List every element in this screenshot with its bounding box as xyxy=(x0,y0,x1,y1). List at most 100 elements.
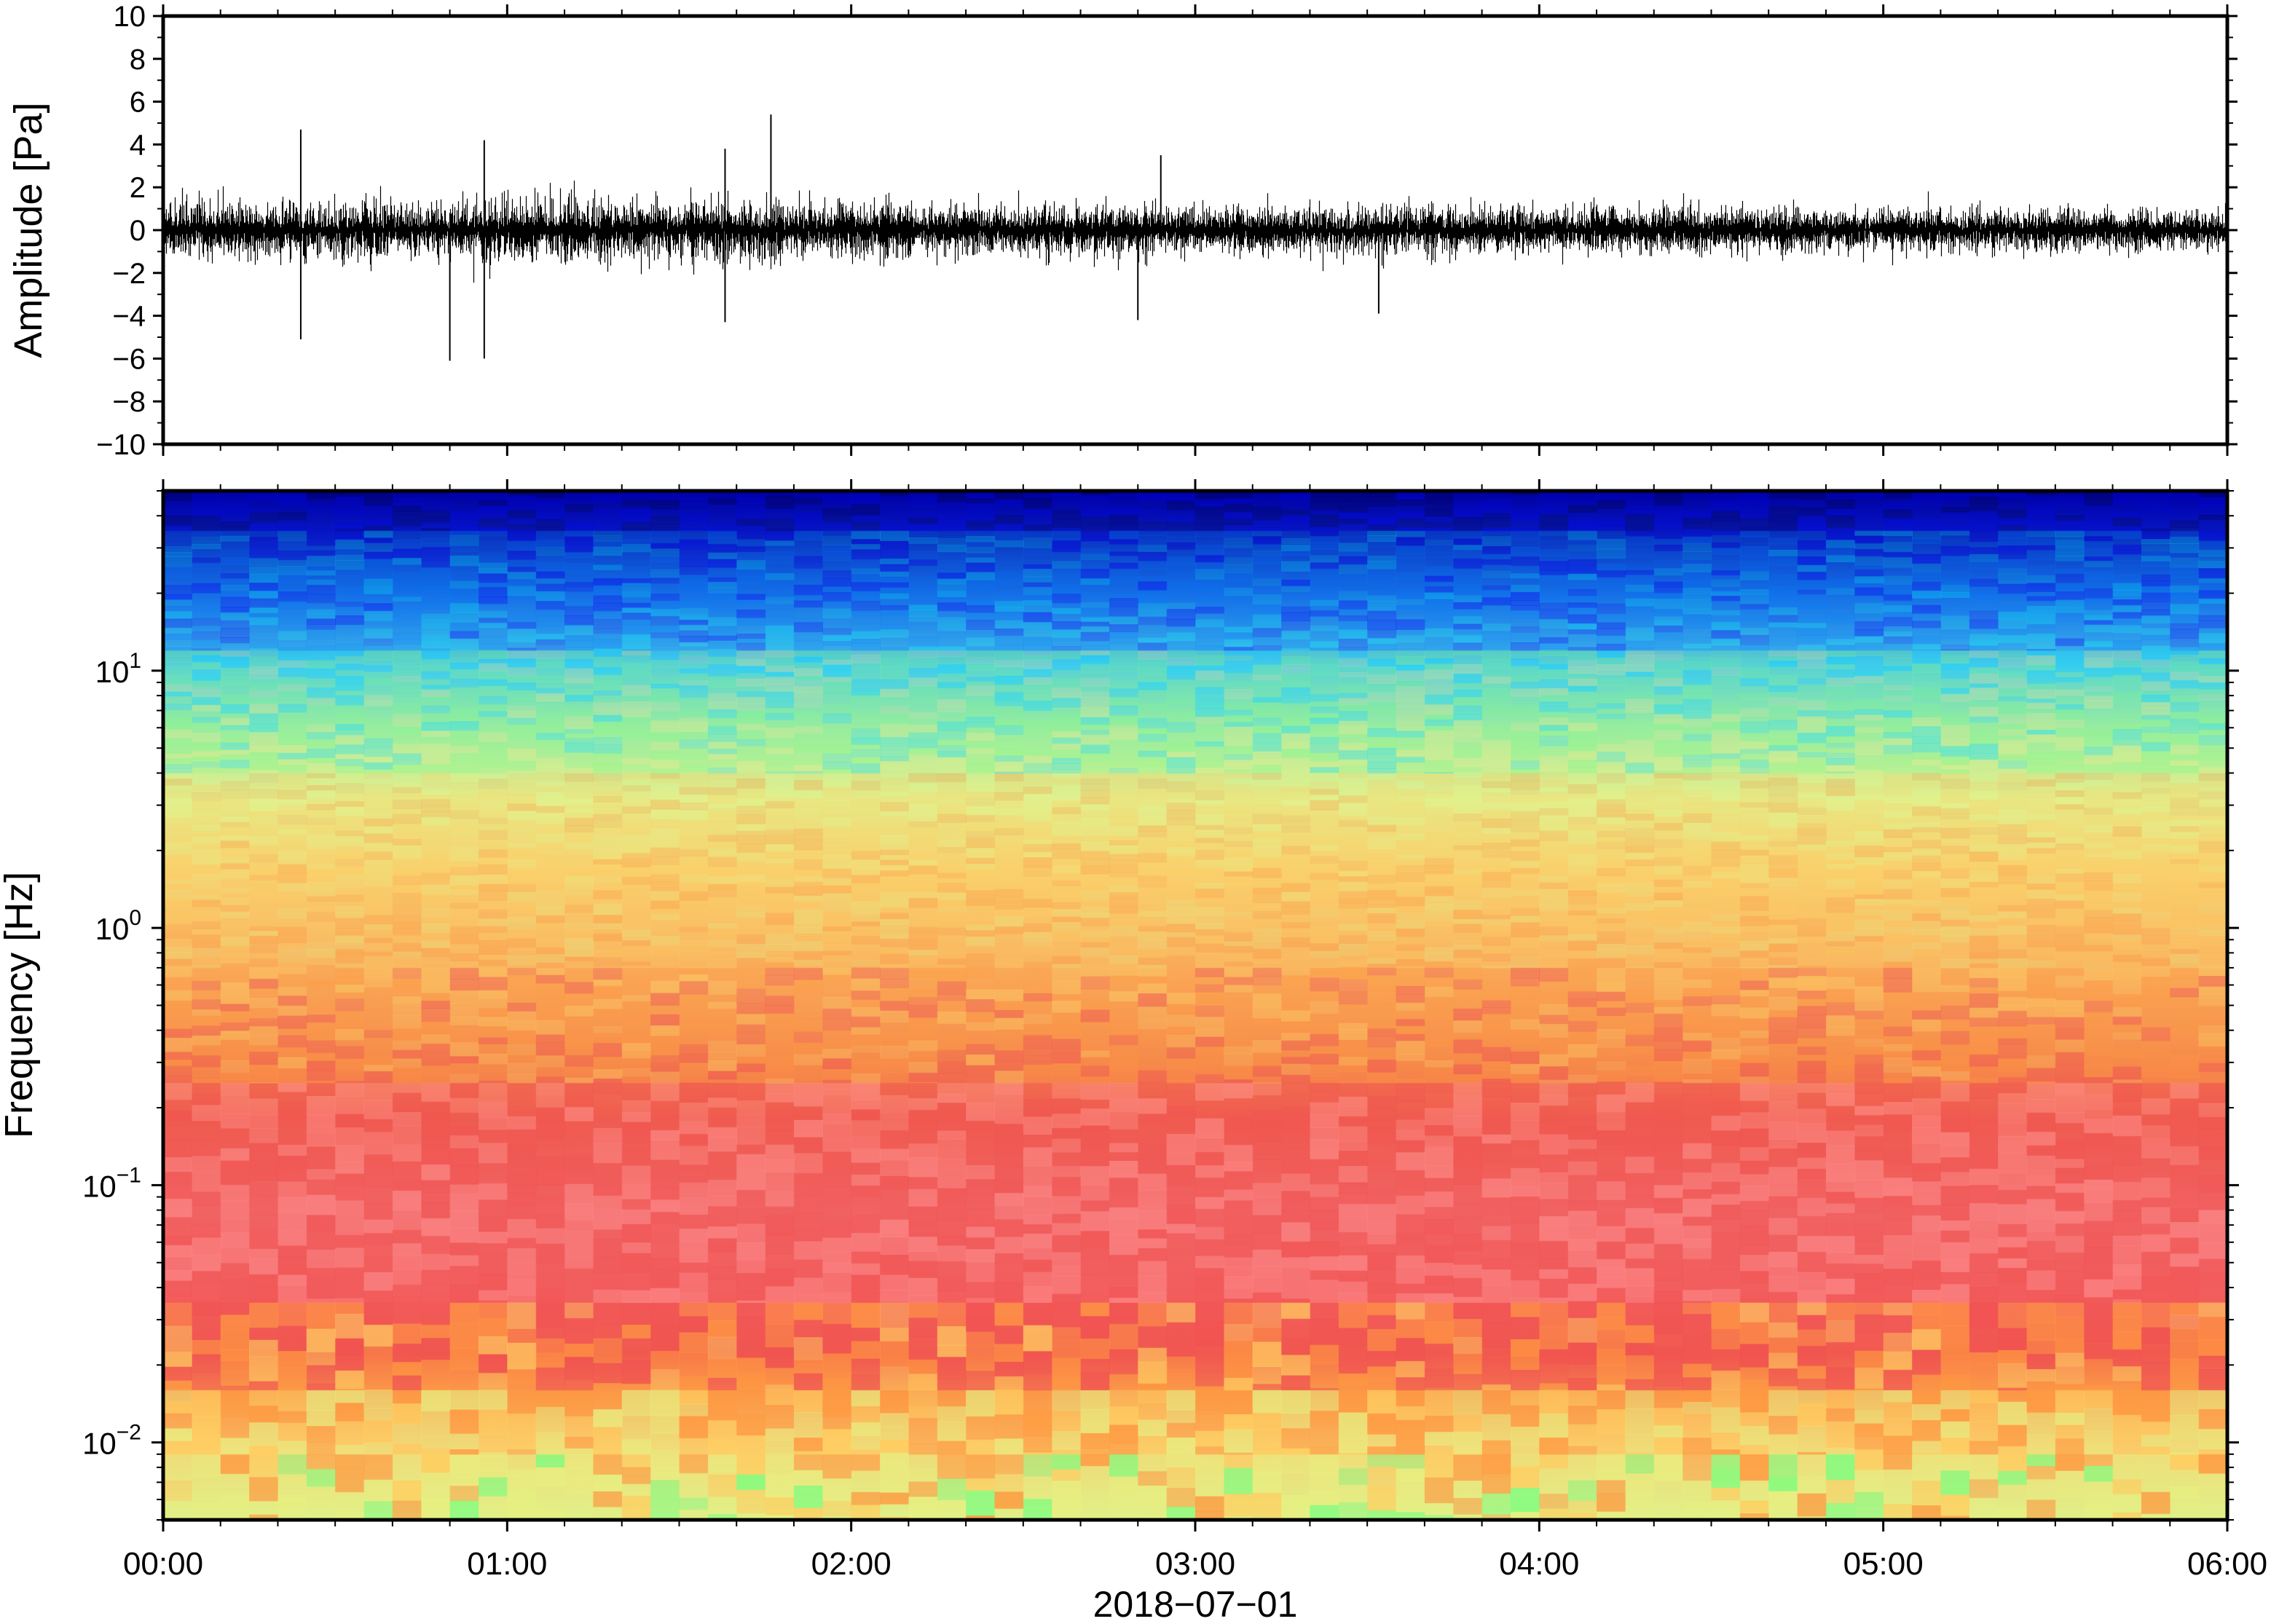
spectrogram-cell xyxy=(335,1046,365,1060)
spectrogram-cell xyxy=(421,1284,451,1296)
spectrogram-cell xyxy=(479,703,508,712)
spectrogram-cell xyxy=(593,690,623,696)
spectrogram-cell xyxy=(1166,899,1196,908)
spectrogram-cell xyxy=(1023,1014,1052,1025)
spectrogram-cell xyxy=(1224,503,1253,513)
spectrogram-cell xyxy=(707,821,737,829)
spectrogram-cell xyxy=(392,1424,422,1444)
spectrogram-cell xyxy=(1109,963,1138,969)
spectrogram-cell xyxy=(392,681,422,691)
spectrogram-cell xyxy=(1338,1126,1368,1142)
spectrogram-cell xyxy=(1224,1162,1253,1172)
spectrogram-cell xyxy=(163,710,192,720)
spectrogram-cell xyxy=(650,809,680,820)
spectrogram-cell xyxy=(1252,527,1282,532)
spectrogram-cell xyxy=(736,666,766,674)
spectrogram-cell xyxy=(966,670,996,677)
spectrogram-cell xyxy=(593,569,623,579)
spectrogram-cell xyxy=(449,1056,479,1064)
spectrogram-cell xyxy=(1252,1183,1282,1197)
spectrogram-cell xyxy=(736,539,766,547)
spectrogram-cell xyxy=(1224,1454,1253,1469)
spectrogram-cell xyxy=(392,866,422,877)
spectrogram-cell xyxy=(1109,1190,1138,1208)
spectrogram-cell xyxy=(1224,754,1253,760)
spectrogram-cell xyxy=(736,497,766,503)
spectrogram-cell xyxy=(937,602,967,612)
spectrogram-cell xyxy=(851,744,881,750)
spectrogram-cell xyxy=(707,1420,737,1440)
spectrogram-cell xyxy=(192,899,221,907)
spectrogram-cell xyxy=(1396,985,1425,995)
spectrogram-cell xyxy=(421,1065,451,1075)
spectrogram-cell xyxy=(449,622,479,632)
spectrogram-cell xyxy=(1109,1052,1138,1063)
spectrogram-cell xyxy=(220,1263,250,1280)
spectrogram-cell xyxy=(163,1428,192,1442)
spectrogram-cell xyxy=(966,685,996,696)
spectrogram-cell xyxy=(1080,797,1110,805)
spectrogram-cell xyxy=(192,964,221,969)
spectrogram-cell xyxy=(564,552,594,559)
spectrogram-cell xyxy=(564,1077,594,1084)
spectrogram-cell xyxy=(535,675,565,682)
spectrogram-cell xyxy=(679,717,709,723)
spectrogram-cell xyxy=(1138,1390,1168,1403)
spectrogram-cell xyxy=(1367,1220,1397,1234)
spectrogram-cell xyxy=(1052,1098,1082,1114)
spectrogram-cell xyxy=(593,656,623,668)
spectrogram-cell xyxy=(1195,773,1224,781)
spectrogram-cell xyxy=(1052,721,1082,727)
spectrogram-cell xyxy=(765,1286,795,1304)
spectrogram-cell xyxy=(937,496,967,502)
spectrogram-cell xyxy=(192,1254,221,1272)
spectrogram-cell xyxy=(1338,1373,1368,1387)
spectrogram-cell xyxy=(392,897,422,907)
spectrogram-cell xyxy=(1138,1383,1168,1391)
spectrogram-cell xyxy=(765,1454,795,1476)
spectrogram-cell xyxy=(966,1120,996,1139)
spectrogram-cell xyxy=(306,650,336,661)
spectrogram-cell xyxy=(593,730,623,738)
spectrogram-cell xyxy=(1195,1390,1224,1411)
spectrogram-cell xyxy=(1166,937,1196,947)
spectrogram-cell xyxy=(937,1344,967,1357)
spectrogram-cell xyxy=(1424,937,1454,948)
spectrogram-cell xyxy=(1281,1257,1311,1268)
spectrogram-cell xyxy=(278,908,307,919)
spectrogram-cell xyxy=(1166,1068,1196,1081)
spectrogram-cell xyxy=(1367,1446,1397,1455)
spectrogram-cell xyxy=(278,858,307,865)
spectrogram-cell xyxy=(249,612,279,618)
spectrogram-cell xyxy=(707,1514,737,1520)
spectrogram-cell xyxy=(535,797,565,807)
spectrogram-cell xyxy=(765,912,795,919)
spectrogram-cell xyxy=(994,909,1024,917)
spectrogram-cell xyxy=(306,1082,336,1097)
spectrogram-cell xyxy=(306,1096,336,1116)
spectrogram-cell xyxy=(278,684,307,692)
spectrogram-cell xyxy=(1109,1082,1138,1100)
spectrogram-cell xyxy=(1396,1002,1425,1012)
spectrogram-cell xyxy=(1109,1390,1138,1408)
spectrogram-cell xyxy=(994,1302,1024,1326)
spectrogram-cell xyxy=(507,1369,537,1385)
spectrogram-cell xyxy=(278,764,307,771)
spectrogram-cell xyxy=(765,904,795,913)
spectrogram-cell xyxy=(479,918,508,927)
spectrogram-cell xyxy=(1138,875,1168,881)
spectrogram-cell xyxy=(1281,1473,1311,1496)
spectrogram-cell xyxy=(1252,621,1282,628)
spectrogram-cell xyxy=(449,908,479,918)
spectrogram-cell xyxy=(880,679,909,690)
spectrogram-cell xyxy=(535,905,565,916)
spectrogram-cell xyxy=(192,625,221,632)
spectrogram-cell xyxy=(1023,888,1052,899)
spectrogram-cell xyxy=(449,650,479,658)
spectrogram-cell xyxy=(507,495,537,502)
spectrogram-cell xyxy=(1338,500,1368,507)
spectrogram-cell xyxy=(1252,847,1282,858)
spectrogram-cell xyxy=(449,1266,479,1285)
spectrogram-cell xyxy=(765,878,795,888)
